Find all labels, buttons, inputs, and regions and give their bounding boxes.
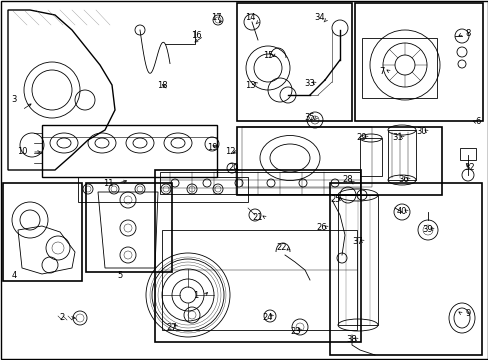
Text: 30: 30 [416,127,427,136]
Text: 15: 15 [262,50,273,59]
Bar [237,127,441,195]
Text: 25: 25 [330,195,341,204]
Bar [361,38,436,98]
Text: 27: 27 [166,324,177,333]
Text: 28: 28 [342,175,353,184]
Bar [155,170,360,342]
Text: 21: 21 [252,213,263,222]
Bar [78,177,247,202]
Text: 10: 10 [17,148,27,157]
Text: 31: 31 [392,134,403,143]
Text: 36: 36 [398,175,408,184]
Text: 33: 33 [304,80,315,89]
Text: 11: 11 [102,179,113,188]
Text: 6: 6 [474,117,480,126]
Text: 17: 17 [210,13,221,22]
Text: 8: 8 [465,30,470,39]
Text: 35: 35 [304,113,315,122]
Text: 16: 16 [190,31,201,40]
Text: 12: 12 [224,147,235,156]
Text: 22: 22 [276,243,286,252]
Bar [459,148,475,160]
Text: 39: 39 [422,225,432,234]
Text: 24: 24 [262,314,273,323]
Text: 32: 32 [464,163,474,172]
Bar [359,138,381,176]
Bar [3,183,82,281]
Text: 5: 5 [117,271,122,280]
Text: 1: 1 [193,292,198,301]
Text: 14: 14 [244,13,255,22]
Bar [160,172,359,194]
Text: 13: 13 [244,81,255,90]
Text: 2: 2 [59,314,64,323]
Text: 4: 4 [11,271,17,280]
Text: 20: 20 [228,163,239,172]
Bar [337,195,377,325]
Bar [86,183,172,272]
Text: 34: 34 [314,13,325,22]
Bar [237,3,351,121]
Text: 38: 38 [346,336,357,345]
Text: 19: 19 [206,144,217,153]
Text: 18: 18 [156,81,167,90]
Bar [329,183,481,355]
Text: 26: 26 [316,224,326,233]
Text: 3: 3 [11,95,17,104]
Bar [162,230,356,330]
Bar [42,125,217,177]
Bar [354,3,482,121]
Text: 9: 9 [465,310,469,319]
Text: 40: 40 [396,207,407,216]
Text: 23: 23 [290,328,301,337]
Bar [242,127,371,187]
Text: 29: 29 [356,134,366,143]
Text: 37: 37 [352,238,363,247]
Text: 7: 7 [379,68,384,77]
Bar [387,130,415,180]
